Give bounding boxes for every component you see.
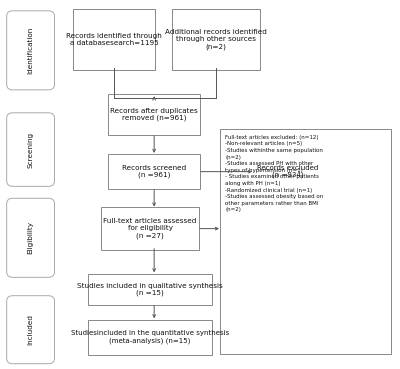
Text: Records excluded
(n =934): Records excluded (n =934) bbox=[257, 165, 318, 178]
Text: Studiesincluded in the quantitative synthesis
(meta-analysis) (n=15): Studiesincluded in the quantitative synt… bbox=[71, 330, 229, 344]
FancyBboxPatch shape bbox=[74, 9, 155, 70]
Text: Screening: Screening bbox=[28, 131, 34, 168]
FancyBboxPatch shape bbox=[88, 274, 212, 305]
Text: Records identified through
a databasesearch=1195: Records identified through a databasesea… bbox=[66, 33, 162, 46]
FancyBboxPatch shape bbox=[220, 130, 391, 354]
FancyBboxPatch shape bbox=[7, 113, 54, 186]
Text: Identification: Identification bbox=[28, 27, 34, 74]
FancyBboxPatch shape bbox=[108, 154, 200, 189]
FancyBboxPatch shape bbox=[7, 11, 54, 90]
Text: Records screened
(n =961): Records screened (n =961) bbox=[122, 165, 186, 178]
Text: Full-text articles excluded: (n=12)
-Non-relevant articles (n=5)
-Studies within: Full-text articles excluded: (n=12) -Non… bbox=[225, 135, 323, 213]
Text: Included: Included bbox=[28, 314, 34, 345]
FancyBboxPatch shape bbox=[101, 207, 199, 250]
Text: Eligibility: Eligibility bbox=[28, 221, 34, 254]
Text: Additional records identified
through other sources
(n=2): Additional records identified through ot… bbox=[165, 29, 267, 49]
Text: Records after duplicates
removed (n=961): Records after duplicates removed (n=961) bbox=[110, 108, 198, 121]
FancyBboxPatch shape bbox=[7, 296, 54, 364]
FancyBboxPatch shape bbox=[172, 9, 260, 70]
Text: Full-text articles assessed
for eligibility
(n =27): Full-text articles assessed for eligibil… bbox=[104, 218, 197, 239]
FancyBboxPatch shape bbox=[253, 156, 322, 187]
FancyBboxPatch shape bbox=[88, 320, 212, 355]
FancyBboxPatch shape bbox=[7, 198, 54, 277]
FancyBboxPatch shape bbox=[108, 94, 200, 135]
Text: Studies included in qualitative synthesis
(n =15): Studies included in qualitative synthesi… bbox=[77, 283, 223, 296]
